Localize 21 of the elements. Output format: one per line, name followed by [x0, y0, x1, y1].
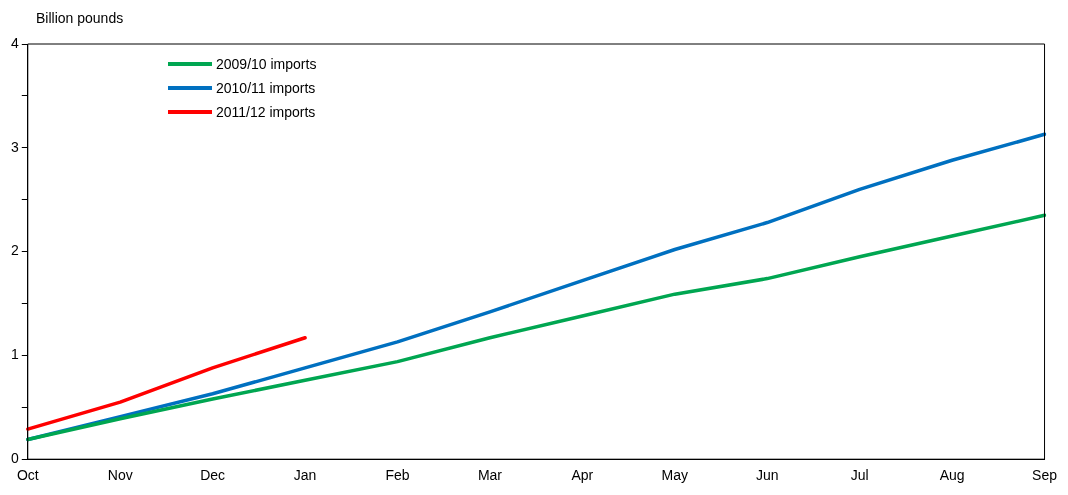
y-tick-label: 3: [10, 138, 19, 155]
y-tick-label: 4: [10, 34, 19, 51]
x-tick-label: May: [661, 467, 689, 484]
x-tick-label: Mar: [477, 467, 503, 484]
x-tick-label: Feb: [385, 467, 410, 484]
x-tick-label: Jul: [850, 467, 869, 484]
y-tick-label: 2: [10, 242, 19, 259]
x-tick-label: Sep: [1032, 467, 1058, 484]
x-tick-label: Oct: [16, 467, 39, 484]
x-tick-label: Jun: [755, 467, 779, 484]
x-tick-label: Nov: [107, 467, 133, 484]
x-tick-label: Dec: [200, 467, 226, 484]
x-tick-label: Aug: [939, 467, 965, 484]
y-tick-label: 0: [10, 450, 19, 467]
y-axis-title: Billion pounds: [36, 9, 124, 26]
y-tick-label: 1: [10, 346, 19, 363]
legend-label: 2011/12 imports: [216, 103, 316, 122]
x-tick-label: Jan: [293, 467, 317, 484]
x-tick-label: Apr: [571, 467, 594, 484]
legend-label: 2010/11 imports: [216, 79, 316, 98]
legend-label: 2009/10 imports: [216, 55, 317, 74]
